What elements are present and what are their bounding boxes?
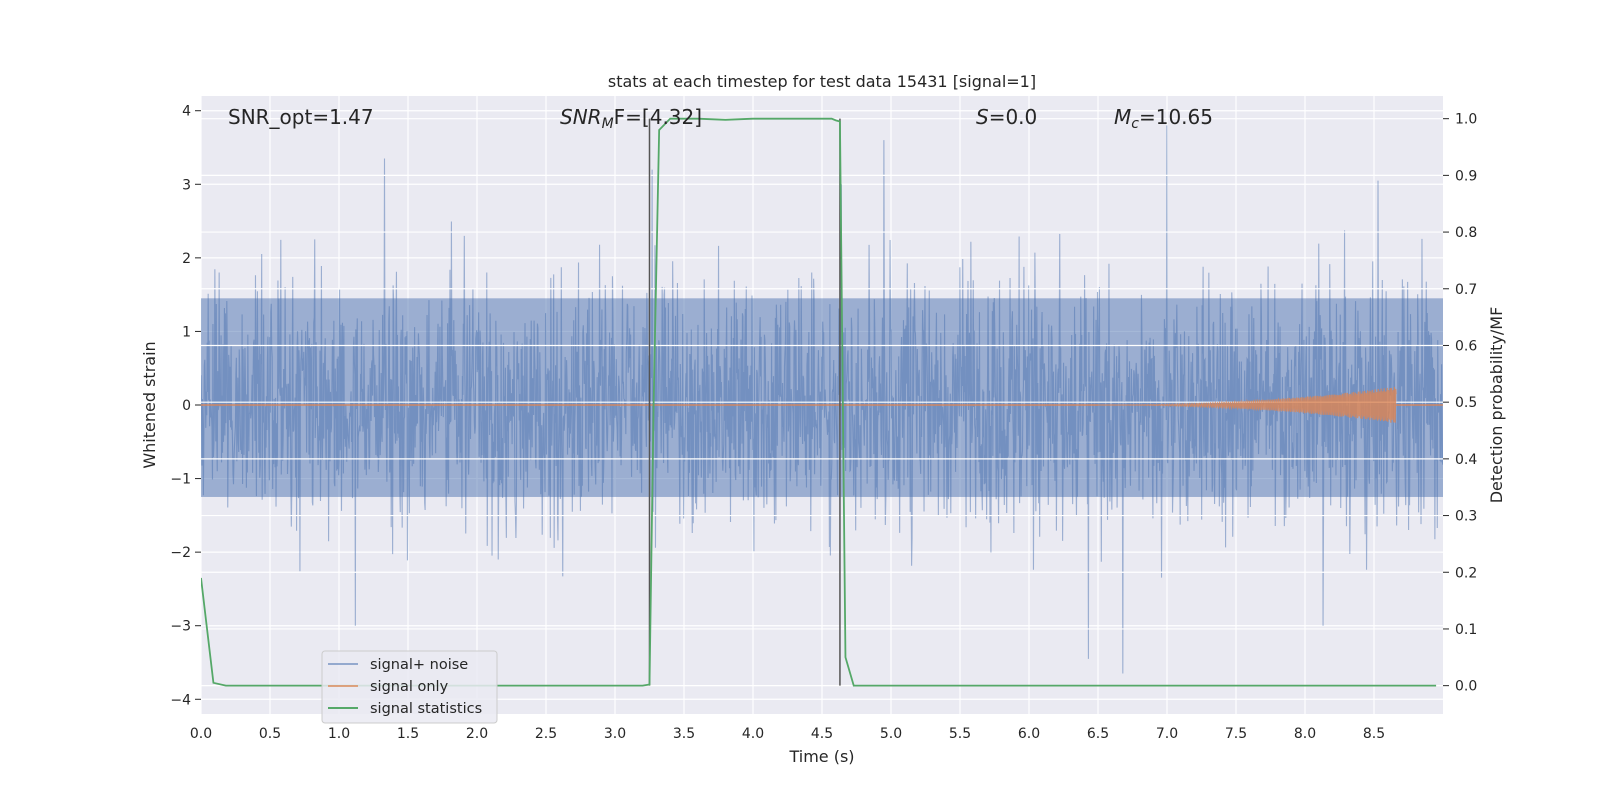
y-tick-label: −1	[170, 472, 191, 488]
y2-tick-label: 0.7	[1455, 282, 1477, 298]
legend-label-signal-only: signal only	[370, 679, 449, 695]
y2-tick-label: 0.6	[1455, 338, 1477, 354]
x-tick-label: 3.0	[604, 726, 626, 742]
x-tick-label: 0.5	[259, 726, 281, 742]
x-tick-label: 4.0	[742, 726, 764, 742]
annotation-snr-mf-sub: M	[602, 116, 614, 132]
x-tick-label: 1.5	[397, 726, 419, 742]
y-tick-label: −4	[170, 692, 191, 708]
x-tick-label: 7.0	[1156, 726, 1178, 742]
annotation-mc-sub: c	[1131, 116, 1139, 132]
y2-tick-label: 0.3	[1455, 509, 1477, 525]
y-tick-label: −3	[170, 619, 191, 635]
annotation-snr-mf-prefix: SNR	[560, 105, 602, 129]
noise-line	[201, 125, 1443, 674]
annotation-s: S=0.0	[976, 105, 1037, 129]
signal-only-chirp	[1098, 386, 1397, 423]
series-signal-noise	[201, 125, 1443, 674]
signal-statistics-line	[201, 117, 1437, 687]
x-tick-label: 2.0	[466, 726, 488, 742]
x-tick-label: 7.5	[1225, 726, 1247, 742]
x-axis-label: Time (s)	[788, 747, 854, 766]
annotation-mc-var: M	[1114, 105, 1131, 129]
y-tick-label: 3	[182, 177, 191, 193]
x-tick-label: 5.5	[949, 726, 971, 742]
x-tick-label: 8.0	[1294, 726, 1316, 742]
chart-title: stats at each timestep for test data 154…	[608, 72, 1036, 91]
y2-tick-label: 0.8	[1455, 225, 1477, 241]
y2-tick-label: 0.2	[1455, 565, 1477, 581]
x-tick-label: 5.0	[880, 726, 902, 742]
y2-tick-label: 0.5	[1455, 395, 1477, 411]
x-tick-label: 6.5	[1087, 726, 1109, 742]
detection-vlines	[648, 118, 841, 686]
legend-label-signal-statistics: signal statistics	[370, 701, 482, 717]
legend-box	[321, 650, 498, 724]
x-tick-label: 3.5	[673, 726, 695, 742]
y-tick-label: 4	[182, 104, 191, 120]
x-tick-label: 0.0	[190, 726, 212, 742]
y2-tick-label: 0.9	[1455, 168, 1477, 184]
annotation-snr-mf: SNRMF=[4.32]	[560, 105, 702, 132]
x-tick-label: 6.0	[1018, 726, 1040, 742]
y2-tick-label: 1.0	[1455, 112, 1477, 128]
x-tick-label: 8.5	[1363, 726, 1385, 742]
annotation-snr-opt: SNR_opt=1.47	[228, 105, 374, 129]
y2-tick-label: 0.4	[1455, 452, 1477, 468]
annotation-s-var: S	[976, 105, 989, 129]
y-tick-label: 2	[182, 251, 191, 267]
legend-label-signal-noise: signal+ noise	[370, 657, 468, 673]
y-axis-ticks: −4 −3 −2 −1 0 1 2 3 4	[170, 104, 201, 708]
annotations: SNR_opt=1.47 SNRMF=[4.32] S=0.0 Mc=10.65	[228, 105, 1213, 132]
y2-tick-label: 0.0	[1455, 679, 1477, 695]
legend: signal+ noise signal only signal statist…	[321, 650, 498, 724]
x-tick-label: 1.0	[328, 726, 350, 742]
y2-axis-label: Detection probability/MF	[1487, 307, 1506, 504]
y2-axis-ticks: 0.0 0.1 0.2 0.3 0.4 0.5 0.6 0.7 0.8 0.9 1.0	[1443, 112, 1477, 695]
x-axis-ticks: 0.0 0.5 1.0 1.5 2.0 2.5 3.0 3.5 4.0 4.5 5.0 5.5 6.0 6…	[190, 726, 1385, 742]
x-tick-label: 2.5	[535, 726, 557, 742]
x-tick-label: 4.5	[811, 726, 833, 742]
annotation-s-rest: =0.0	[989, 105, 1038, 129]
y2-tick-label: 0.1	[1455, 622, 1477, 638]
y-tick-label: 0	[182, 398, 191, 414]
annotation-snr-mf-rest: F=[4.32]	[614, 105, 702, 129]
annotation-mc: Mc=10.65	[1114, 105, 1213, 132]
annotation-mc-rest: =10.65	[1139, 105, 1213, 129]
y-tick-label: 1	[182, 324, 191, 340]
y-tick-label: −2	[170, 545, 191, 561]
series-signal-statistics	[201, 117, 1437, 687]
y-axis-label: Whitened strain	[140, 341, 159, 468]
